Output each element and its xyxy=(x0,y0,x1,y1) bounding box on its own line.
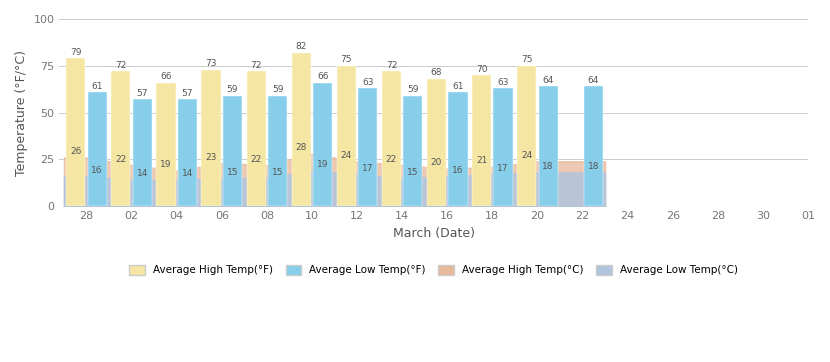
Bar xyxy=(268,96,287,206)
Bar xyxy=(156,83,175,206)
Text: 68: 68 xyxy=(431,68,442,77)
Text: 17: 17 xyxy=(497,164,509,173)
Legend: Average High Temp(°F), Average Low Temp(°F), Average High Temp(°C), Average Low : Average High Temp(°F), Average Low Temp(… xyxy=(124,261,743,279)
Text: 70: 70 xyxy=(476,65,487,73)
Text: 26: 26 xyxy=(70,147,81,156)
Text: 14: 14 xyxy=(182,169,193,178)
Text: 82: 82 xyxy=(295,42,307,51)
Text: 24: 24 xyxy=(521,151,532,160)
Text: 15: 15 xyxy=(227,168,238,177)
Bar xyxy=(494,88,513,206)
Text: 75: 75 xyxy=(340,55,352,64)
Text: 18: 18 xyxy=(588,162,599,171)
Text: 18: 18 xyxy=(542,162,554,171)
X-axis label: March (Date): March (Date) xyxy=(393,227,475,240)
Bar xyxy=(291,53,310,206)
Text: 61: 61 xyxy=(91,81,103,90)
Bar xyxy=(472,75,491,206)
Bar xyxy=(111,71,130,206)
Text: 59: 59 xyxy=(271,85,283,94)
Y-axis label: Temperature (°F/°C): Temperature (°F/°C) xyxy=(15,50,28,176)
Text: 15: 15 xyxy=(407,168,418,177)
Text: 75: 75 xyxy=(521,55,533,64)
Bar xyxy=(448,92,467,206)
Bar xyxy=(178,100,197,206)
Text: 15: 15 xyxy=(271,168,283,177)
Text: 72: 72 xyxy=(251,61,261,70)
Bar xyxy=(403,96,422,206)
Text: 22: 22 xyxy=(115,155,126,164)
Bar xyxy=(88,92,107,206)
Text: 79: 79 xyxy=(70,48,81,57)
Text: 59: 59 xyxy=(227,85,238,94)
Text: 57: 57 xyxy=(182,89,193,98)
Text: 57: 57 xyxy=(136,89,148,98)
Text: 59: 59 xyxy=(407,85,418,94)
Text: 23: 23 xyxy=(205,153,217,161)
Text: 20: 20 xyxy=(431,158,442,167)
Text: 21: 21 xyxy=(476,156,487,165)
Bar xyxy=(202,70,221,206)
Text: 16: 16 xyxy=(452,166,464,175)
Text: 14: 14 xyxy=(137,169,148,178)
Text: 28: 28 xyxy=(295,143,307,152)
Bar xyxy=(359,88,378,206)
Text: 72: 72 xyxy=(386,61,397,70)
Text: 24: 24 xyxy=(340,151,352,160)
Text: 64: 64 xyxy=(543,76,554,85)
Bar xyxy=(382,71,401,206)
Bar xyxy=(223,96,242,206)
Text: 22: 22 xyxy=(386,155,397,164)
Text: 73: 73 xyxy=(205,59,217,68)
Bar xyxy=(313,83,332,206)
Text: 63: 63 xyxy=(497,78,509,87)
Text: 72: 72 xyxy=(115,61,126,70)
Bar xyxy=(539,87,558,206)
Text: 16: 16 xyxy=(91,166,103,175)
Text: 19: 19 xyxy=(317,160,329,169)
Bar xyxy=(66,58,85,206)
Text: 22: 22 xyxy=(251,155,261,164)
Text: 64: 64 xyxy=(588,76,599,85)
Text: 61: 61 xyxy=(452,81,464,90)
Text: 66: 66 xyxy=(160,72,172,81)
Bar xyxy=(247,71,266,206)
Text: 63: 63 xyxy=(362,78,374,87)
Text: 66: 66 xyxy=(317,72,329,81)
Bar xyxy=(427,79,446,206)
Text: 19: 19 xyxy=(160,160,172,169)
Bar xyxy=(133,100,152,206)
Bar xyxy=(583,87,603,206)
Bar xyxy=(337,66,356,206)
Bar xyxy=(517,66,536,206)
Text: 17: 17 xyxy=(362,164,374,173)
